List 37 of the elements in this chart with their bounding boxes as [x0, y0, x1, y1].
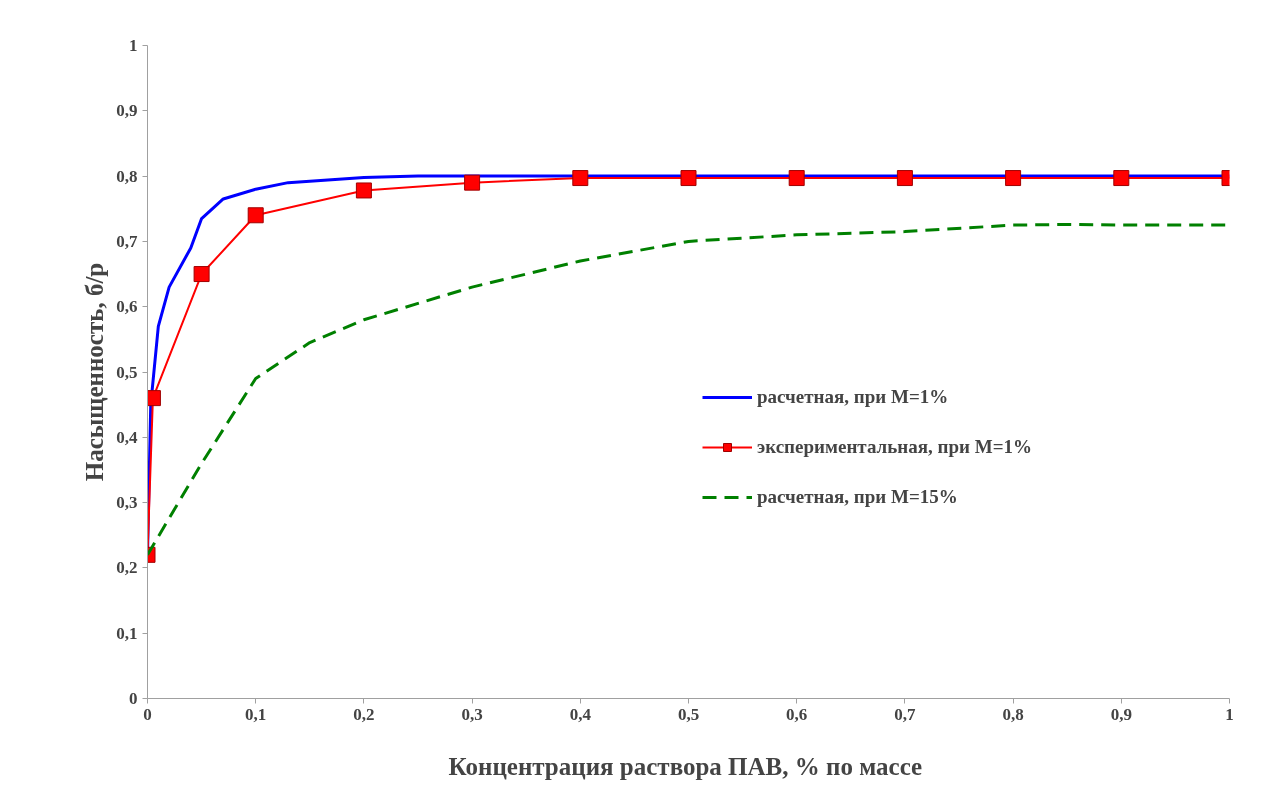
- point: [247, 207, 264, 224]
- point: [896, 170, 913, 187]
- x-tick-label: 1: [1225, 704, 1234, 724]
- x-tick-label: 0,2: [353, 704, 375, 724]
- y-tick-label: 0,7: [116, 231, 138, 251]
- point: [193, 266, 210, 283]
- x-tick-label: 0,7: [894, 704, 917, 724]
- y-tick-label: 0,6: [116, 297, 138, 317]
- x-tick-label: 0,8: [1002, 704, 1024, 724]
- x-tick-label: 0,1: [245, 704, 267, 724]
- y-tick-label: 0,2: [116, 558, 138, 578]
- point: [1113, 170, 1130, 187]
- y-tick-label: 0,3: [116, 493, 138, 513]
- point: [572, 170, 589, 187]
- y-tick-label: 0: [129, 689, 138, 708]
- x-tick-label: 0,6: [786, 704, 808, 724]
- point: [788, 170, 805, 187]
- y-tick-label: 0,8: [116, 166, 138, 186]
- x-tick-label: 0,3: [461, 704, 483, 724]
- x-tick-label: 0,4: [569, 704, 592, 724]
- y-tick-label: 0,9: [116, 101, 138, 121]
- x-tick-label: 0,9: [1110, 704, 1132, 724]
- legend-label: экспериментальная, при M=1%: [757, 436, 1032, 458]
- y-axis-title: Насыщенность, б/р: [81, 262, 109, 482]
- point: [680, 170, 697, 187]
- y-tick-label: 0,1: [116, 623, 138, 643]
- legend-label: расчетная, при M=1%: [757, 386, 949, 408]
- legend-label: расчетная, при M=15%: [757, 486, 958, 508]
- x-tick-label: 0,5: [677, 704, 700, 724]
- y-tick-label: 1: [129, 36, 138, 55]
- point: [355, 182, 372, 199]
- x-tick-label: 0: [143, 704, 152, 724]
- x-axis-title: Концентрация раствора ПАВ, % по массе: [448, 752, 923, 780]
- point: [1005, 170, 1022, 187]
- point: [464, 174, 481, 191]
- y-tick-label: 0,4: [116, 427, 138, 447]
- y-tick-label: 0,5: [116, 362, 138, 382]
